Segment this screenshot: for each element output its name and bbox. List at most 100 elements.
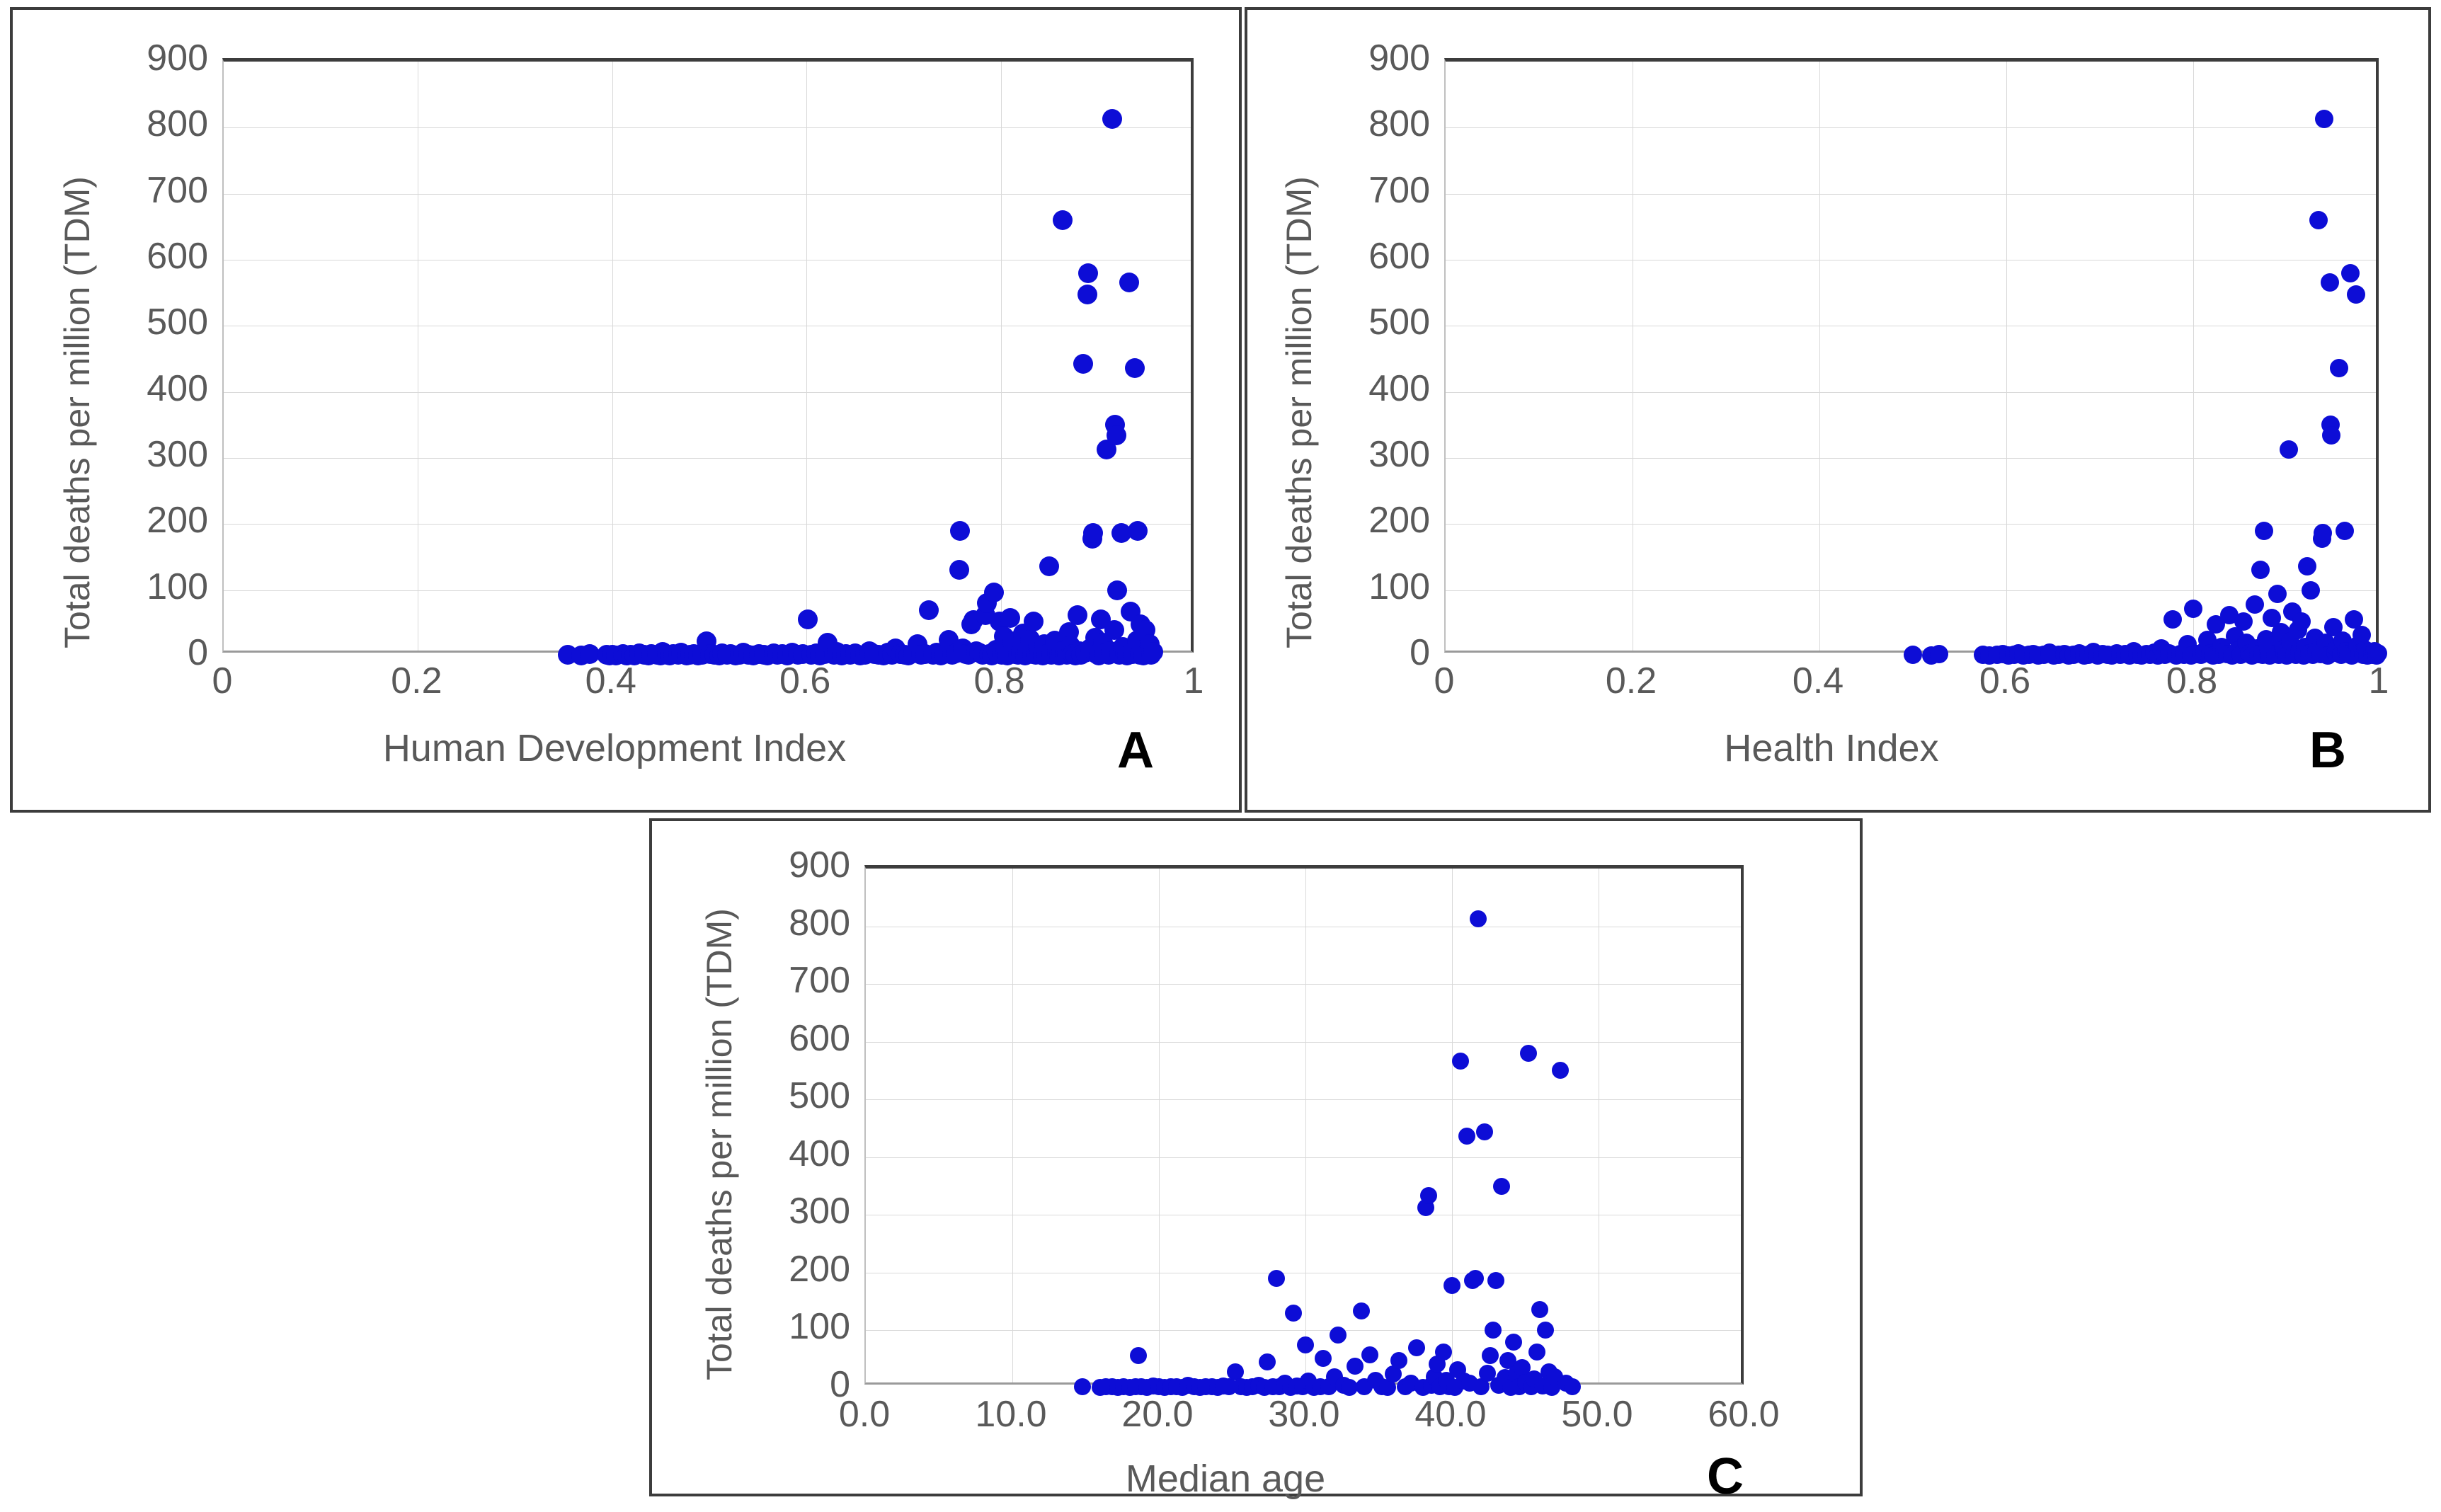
x-axis-title-c: Median age: [1125, 1457, 1326, 1500]
scatter-point: [2314, 110, 2333, 129]
y-axis-tick-label: 400: [147, 367, 208, 409]
gridline-vertical: [612, 62, 613, 651]
gridline-horizontal: [866, 984, 1741, 985]
gridline-horizontal: [1446, 127, 2376, 129]
scatter-point: [1104, 619, 1125, 640]
scatter-point: [1285, 1304, 1303, 1322]
scatter-point: [1408, 1339, 1426, 1356]
scatter-point: [1537, 1322, 1555, 1339]
gridline-vertical: [1000, 62, 1002, 651]
y-axis-tick-label: 400: [789, 1133, 850, 1174]
gridline-horizontal: [1446, 590, 2376, 591]
scatter-point: [1481, 1347, 1499, 1365]
scatter-point: [1434, 1344, 1452, 1361]
scatter-point: [1347, 1358, 1364, 1375]
scatter-point: [1390, 1351, 1408, 1369]
scatter-point: [2279, 440, 2298, 459]
scatter-point: [1929, 645, 1948, 664]
scatter-point: [1452, 1053, 1470, 1070]
y-axis-tick-label: 900: [147, 38, 208, 79]
x-axis-tick-label: 0.6: [779, 660, 831, 701]
scatter-point: [1444, 1276, 1460, 1294]
scatter-point: [1297, 1336, 1314, 1353]
y-axis-tick-label: 100: [1368, 566, 1430, 607]
scatter-point: [1106, 425, 1126, 446]
scatter-point: [2298, 557, 2317, 576]
gridline-horizontal: [224, 391, 1191, 393]
y-axis-tick-label: 900: [1368, 38, 1430, 79]
scatter-point: [1493, 1177, 1511, 1195]
scatter-point: [1143, 642, 1163, 663]
y-axis-tick-label: 600: [147, 236, 208, 277]
scatter-point: [2309, 211, 2328, 229]
scatter-point: [949, 520, 970, 541]
scatter-point: [2314, 524, 2333, 543]
y-axis-tick-label: 600: [789, 1017, 850, 1059]
scatter-point: [1082, 523, 1103, 544]
scatter-point: [2246, 595, 2265, 614]
y-axis-tick-label: 600: [1368, 236, 1430, 277]
scatter-point: [1519, 1044, 1537, 1062]
x-axis-tick-label: 40.0: [1414, 1394, 1487, 1435]
y-axis-tick-label: 500: [1368, 302, 1430, 343]
y-axis-tick-label: 800: [147, 103, 208, 145]
gridline-horizontal: [866, 1330, 1741, 1331]
x-axis-tick-label: 0.4: [585, 660, 636, 701]
plot-area-b: [1444, 58, 2388, 665]
scatter-point: [2329, 359, 2348, 378]
scatter-point: [1458, 1128, 1475, 1145]
gridline-horizontal: [866, 1041, 1741, 1043]
y-axis-tick-label: 200: [1368, 500, 1430, 542]
panel-b: Total deaths per million (TDM) 900 800 700…: [1245, 7, 2431, 813]
gridline-horizontal: [1446, 524, 2376, 525]
gridline-vertical: [2006, 62, 2007, 651]
scatter-point: [1419, 1186, 1437, 1204]
gridline-vertical: [806, 62, 808, 651]
y-axis-tick-label: 300: [789, 1191, 850, 1232]
scatter-point: [1341, 1379, 1359, 1397]
x-axis-tick-label: 0: [1434, 660, 1455, 701]
y-axis-tick-label: 500: [789, 1075, 850, 1117]
scatter-points-a: [224, 62, 1191, 666]
x-axis-tick-label: 0.8: [2166, 660, 2218, 701]
scatter-point: [983, 583, 1004, 603]
x-axis-title-a: Human Development Index: [382, 727, 847, 769]
gridline-horizontal: [1446, 193, 2376, 195]
gridlines-c: [866, 869, 1741, 1382]
gridline-horizontal: [224, 127, 1191, 129]
x-axis-tick-label: 1: [1183, 660, 1204, 701]
y-axis-tick-label: 200: [789, 1248, 850, 1290]
y-axis-title-c: Total deaths per million (TDM): [699, 908, 739, 1380]
scatter-point: [797, 609, 818, 629]
x-axis-tick-label: 0: [212, 660, 233, 701]
scatter-points-b: [1446, 62, 2388, 665]
scatter-point: [1552, 1062, 1570, 1079]
gridline-horizontal: [224, 458, 1191, 459]
panel-label-b: B: [2309, 722, 2346, 779]
scatter-point: [1329, 1326, 1347, 1344]
plot-area-a: [222, 58, 1194, 666]
scatter-point: [1259, 1353, 1276, 1371]
scatter-points-c: [866, 869, 1741, 1397]
x-axis-tick-label: 0.0: [838, 1394, 891, 1435]
y-axis-tick-label: 100: [147, 566, 208, 607]
scatter-point: [2369, 644, 2388, 663]
scatter-point: [2340, 263, 2360, 282]
scatter-point: [1074, 1378, 1092, 1396]
scatter-point: [1039, 556, 1060, 577]
gridline-horizontal: [866, 1099, 1741, 1101]
scatter-point: [1130, 1347, 1148, 1365]
scatter-point: [1077, 284, 1097, 304]
x-axis-tick-label: 10.0: [975, 1394, 1047, 1435]
scatter-point: [1267, 1270, 1285, 1288]
panel-c: Total deaths per million (TDM) 900 800 700…: [649, 818, 1863, 1502]
x-axis-tick-label: 50.0: [1561, 1394, 1633, 1435]
gridline-horizontal: [866, 1157, 1741, 1158]
y-axis-title-a: Total deaths per million (TDM): [57, 176, 97, 648]
panel-a: Total deaths per million (TDM) 900 800 700…: [10, 7, 1242, 813]
scatter-point: [1067, 605, 1087, 626]
scatter-point: [2346, 285, 2365, 304]
y-axis-tick-label: 700: [1368, 169, 1430, 211]
scatter-point: [1528, 1344, 1546, 1361]
gridline-vertical: [1452, 869, 1453, 1382]
